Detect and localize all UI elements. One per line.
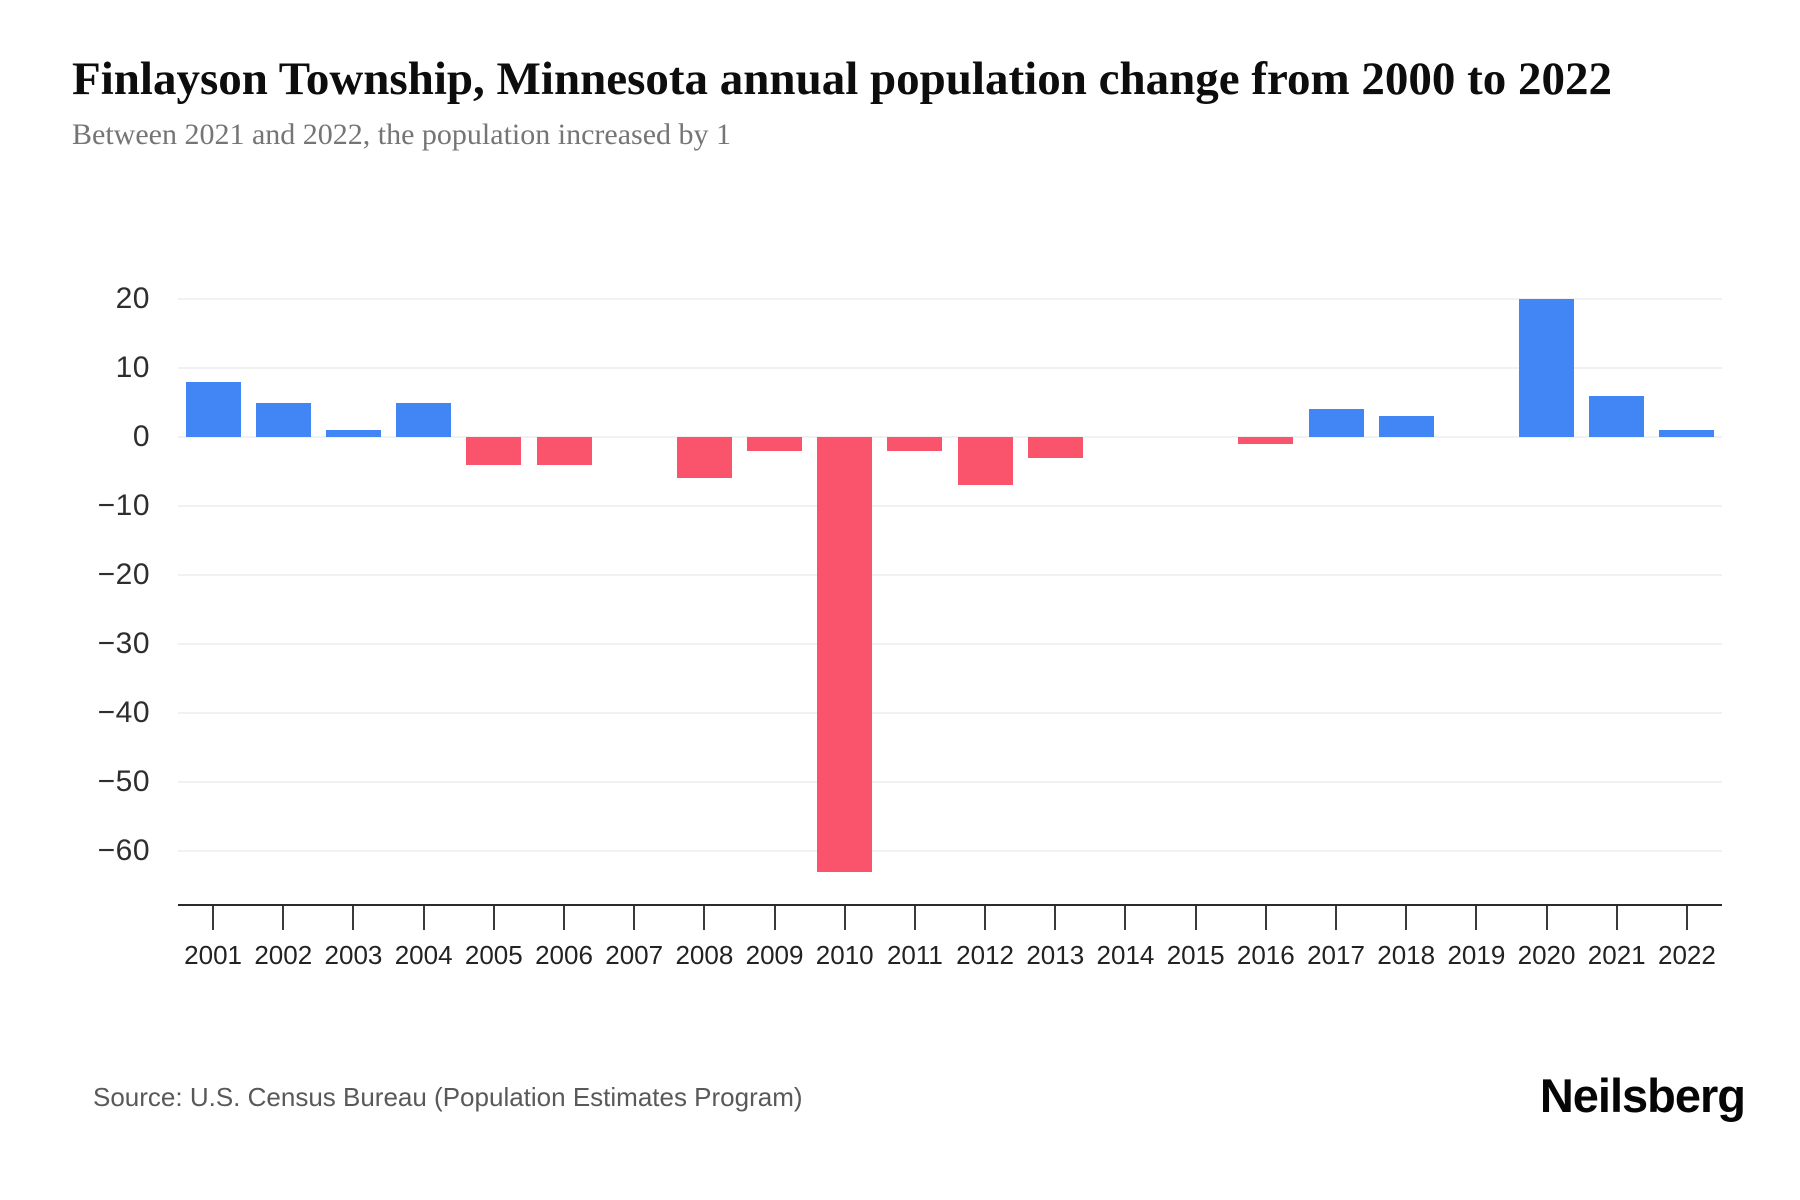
x-axis-label-2008: 2008 bbox=[675, 940, 734, 970]
bar-2016 bbox=[1238, 437, 1294, 444]
x-axis-label-2021: 2021 bbox=[1587, 940, 1646, 970]
bar-2008 bbox=[676, 437, 732, 479]
x-axis-tick bbox=[1054, 906, 1057, 930]
x-axis-label-2017: 2017 bbox=[1307, 940, 1365, 970]
x-axis-label-2016: 2016 bbox=[1236, 940, 1295, 970]
x-axis-tick bbox=[282, 906, 285, 930]
y-axis-tick-label: −60 bbox=[97, 834, 150, 867]
y-axis-tick-label: −30 bbox=[97, 627, 150, 660]
bar-2002 bbox=[255, 402, 311, 437]
x-axis-label-2006: 2006 bbox=[535, 940, 593, 970]
gridline-0 bbox=[178, 436, 1722, 438]
x-axis-tick bbox=[633, 906, 636, 930]
x-axis-label-2013: 2013 bbox=[1026, 940, 1085, 970]
page-title: Finlayson Township, Minnesota annual pop… bbox=[72, 53, 1613, 105]
bar-2012 bbox=[957, 437, 1013, 486]
neilsberg-logo: Neilsberg bbox=[1539, 1069, 1746, 1122]
x-axis-tick bbox=[1264, 906, 1267, 930]
gridline--10 bbox=[178, 505, 1722, 507]
x-axis-label-2007: 2007 bbox=[605, 940, 664, 970]
bar-2005 bbox=[466, 437, 522, 465]
bar-2010 bbox=[817, 437, 873, 872]
x-axis-tick bbox=[703, 906, 706, 930]
x-axis-tick bbox=[773, 906, 776, 930]
x-axis-label-2020: 2020 bbox=[1517, 940, 1576, 970]
gridline--50 bbox=[178, 781, 1722, 783]
gridline--30 bbox=[178, 643, 1722, 645]
y-axis-tick-label: 20 bbox=[115, 282, 150, 315]
x-axis-tick bbox=[1335, 906, 1337, 930]
gridline--40 bbox=[178, 712, 1722, 714]
gridline-10 bbox=[178, 367, 1722, 369]
y-axis-tick-label: −10 bbox=[97, 489, 150, 522]
x-axis-tick bbox=[563, 906, 565, 930]
gridline--20 bbox=[178, 574, 1722, 576]
x-axis-tick bbox=[1405, 906, 1408, 930]
x-axis-label-2004: 2004 bbox=[394, 940, 453, 970]
bar-2003 bbox=[325, 430, 381, 437]
x-axis-tick bbox=[913, 906, 916, 930]
x-axis-label-2002: 2002 bbox=[254, 940, 313, 970]
x-axis-tick bbox=[1615, 906, 1618, 930]
x-axis-tick bbox=[1685, 906, 1688, 930]
x-axis-label-2018: 2018 bbox=[1377, 940, 1436, 970]
bar-2004 bbox=[396, 402, 452, 437]
bar-2021 bbox=[1589, 395, 1645, 437]
bar-2018 bbox=[1378, 416, 1434, 437]
x-axis-tick bbox=[1475, 906, 1478, 930]
bar-2006 bbox=[536, 437, 592, 465]
x-axis-label-2001: 2001 bbox=[184, 940, 242, 970]
population-change-bar-chart: 20 10 0 −10 −20 −30 −40 −50 −60 2001 2002 2003 2004 2… bbox=[97, 282, 1722, 970]
x-axis-label-2022: 2022 bbox=[1657, 940, 1716, 970]
y-axis-tick-label: 0 bbox=[132, 420, 150, 453]
bar-2001 bbox=[185, 381, 241, 437]
x-axis-label-2010: 2010 bbox=[815, 940, 874, 970]
y-axis-tick-label: −40 bbox=[97, 696, 150, 729]
x-axis-tick bbox=[1194, 906, 1197, 930]
gridline--60 bbox=[178, 850, 1722, 852]
x-axis-label-2019: 2019 bbox=[1447, 940, 1506, 970]
x-axis-label-2005: 2005 bbox=[464, 940, 523, 970]
x-axis-tick bbox=[1124, 906, 1127, 930]
bar-2013 bbox=[1027, 437, 1083, 458]
x-axis-tick bbox=[352, 906, 355, 930]
x-axis-label-2015: 2015 bbox=[1166, 940, 1225, 970]
y-axis-tick-label: 10 bbox=[115, 351, 150, 384]
x-axis-tick bbox=[984, 906, 987, 930]
bar-2009 bbox=[747, 437, 803, 451]
x-axis-tick bbox=[1545, 906, 1548, 930]
bar-2020 bbox=[1519, 299, 1575, 437]
bar-2017 bbox=[1308, 409, 1364, 437]
y-axis-tick-label: −50 bbox=[97, 765, 150, 798]
x-axis-line bbox=[178, 904, 1722, 906]
x-axis-tick bbox=[492, 906, 495, 930]
x-axis-label-2009: 2009 bbox=[745, 940, 804, 970]
x-axis-tick bbox=[422, 906, 425, 930]
bar-2022 bbox=[1659, 430, 1715, 437]
x-axis-label-2003: 2003 bbox=[324, 940, 383, 970]
gridline-20 bbox=[178, 298, 1722, 300]
x-axis-label-2012: 2012 bbox=[956, 940, 1014, 970]
x-axis-tick bbox=[212, 906, 215, 930]
chart-subtitle: Between 2021 and 2022, the population in… bbox=[72, 118, 732, 151]
x-axis-tick bbox=[843, 906, 846, 930]
x-axis-label-2011: 2011 bbox=[886, 940, 943, 970]
x-axis-label-2014: 2014 bbox=[1096, 940, 1155, 970]
bar-2011 bbox=[887, 437, 943, 451]
source-note: Source: U.S. Census Bureau (Population E… bbox=[93, 1082, 803, 1112]
y-axis-tick-label: −20 bbox=[97, 558, 150, 591]
